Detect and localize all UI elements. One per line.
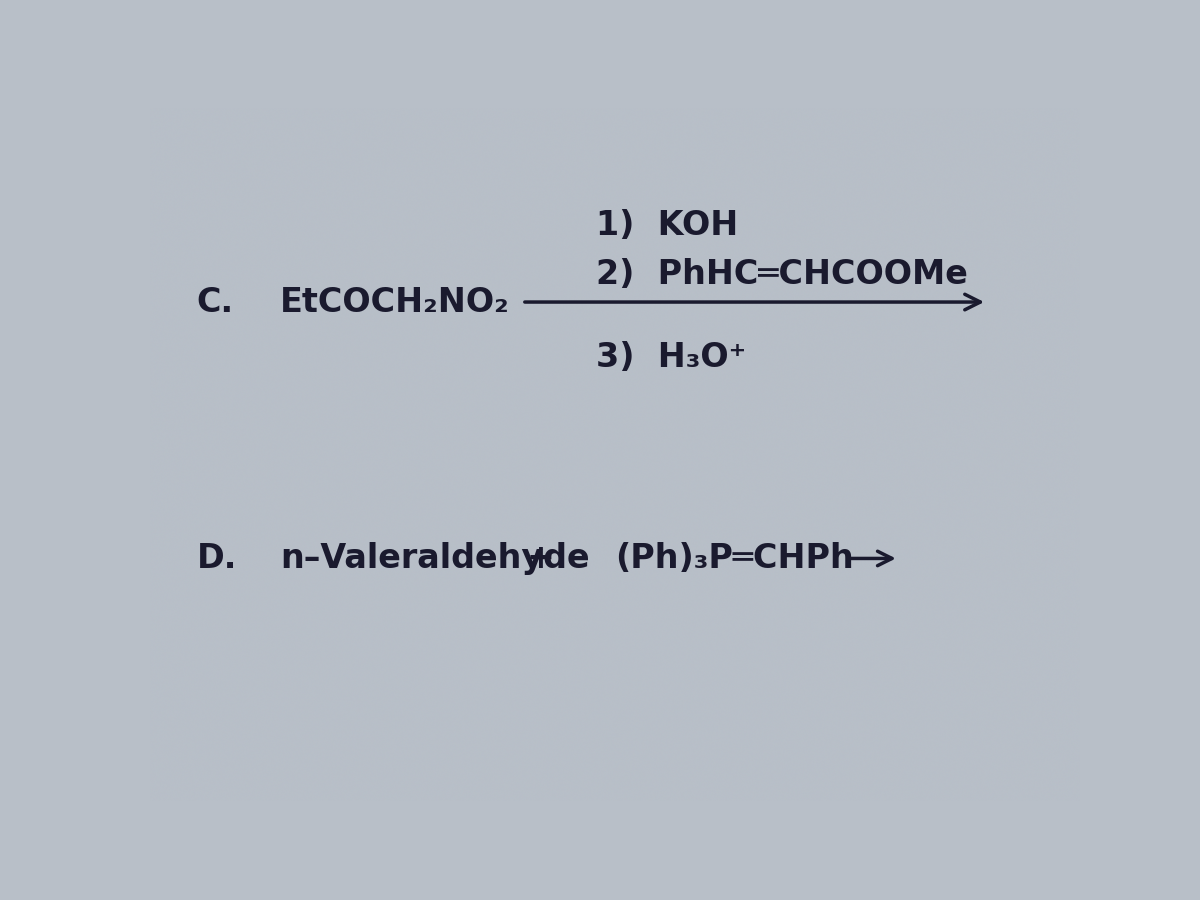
Text: 1)  KOH: 1) KOH [596, 210, 739, 242]
Text: n–Valeraldehyde: n–Valeraldehyde [281, 542, 590, 575]
Text: C.: C. [197, 285, 234, 319]
Text: (Ph)₃P═CHPh: (Ph)₃P═CHPh [616, 542, 853, 575]
Text: +: + [527, 542, 554, 575]
Text: D.: D. [197, 542, 236, 575]
Text: 3)  H₃O⁺: 3) H₃O⁺ [596, 341, 746, 374]
Text: 2)  PhHC═CHCOOMe: 2) PhHC═CHCOOMe [596, 257, 968, 291]
Text: EtCOCH₂NO₂: EtCOCH₂NO₂ [281, 285, 510, 319]
